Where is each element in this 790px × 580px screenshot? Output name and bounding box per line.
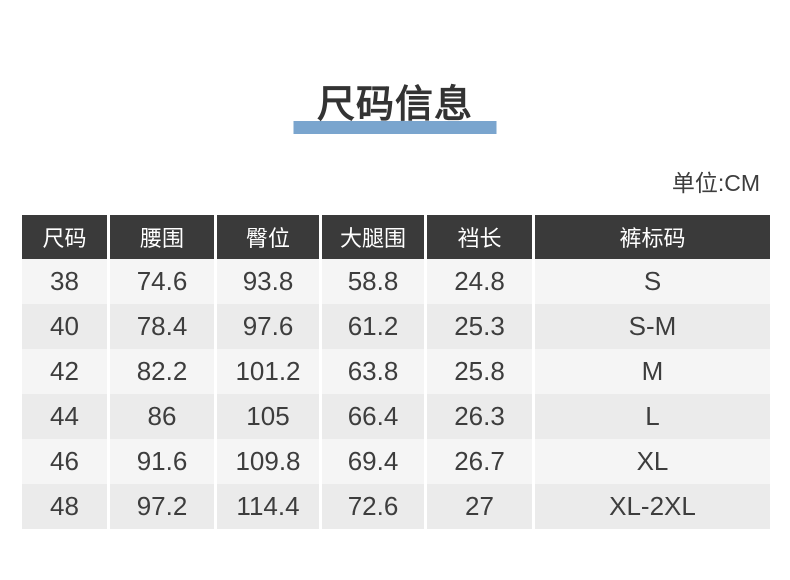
table-cell: 105 [217,394,319,439]
table-cell: 86 [110,394,214,439]
table-cell: 101.2 [217,349,319,394]
table-row: 38 74.6 93.8 58.8 24.8 S [22,259,770,304]
table-row: 40 78.4 97.6 61.2 25.3 S-M [22,304,770,349]
table-cell: 97.6 [217,304,319,349]
page-title: 尺码信息 [316,84,473,126]
table-cell: 25.8 [427,349,532,394]
header-crotch-length: 裆长 [427,215,532,259]
table-header-row: 尺码 腰围 臀位 大腿围 裆长 裤标码 [22,215,770,259]
table-row: 44 86 105 66.4 26.3 L [22,394,770,439]
header-pants-size-code: 裤标码 [535,215,770,259]
table-cell: 78.4 [110,304,214,349]
table-cell: 114.4 [217,484,319,529]
unit-label: 单位:CM [671,170,760,196]
table-row: 42 82.2 101.2 63.8 25.8 M [22,349,770,394]
table-cell: 38 [22,259,107,304]
table-cell: 74.6 [110,259,214,304]
table-cell: S [535,259,770,304]
table-cell: 61.2 [322,304,424,349]
header-waist: 腰围 [110,215,214,259]
table-cell: M [535,349,770,394]
table-cell: 72.6 [322,484,424,529]
table-cell: 24.8 [427,259,532,304]
table-cell: S-M [535,304,770,349]
table-cell: 46 [22,439,107,484]
table-cell: 69.4 [322,439,424,484]
table-cell: L [535,394,770,439]
size-table: 尺码 腰围 臀位 大腿围 裆长 裤标码 38 74.6 93.8 58.8 24… [22,215,770,529]
table-cell: 44 [22,394,107,439]
title-accent-bar [293,121,497,134]
table-cell: 26.3 [427,394,532,439]
table-cell: 40 [22,304,107,349]
table-cell: 48 [22,484,107,529]
header-thigh: 大腿围 [322,215,424,259]
table-cell: XL [535,439,770,484]
table-cell: 42 [22,349,107,394]
table-cell: 109.8 [217,439,319,484]
table-cell: 82.2 [110,349,214,394]
title-section: 尺码信息 [0,82,790,138]
header-size: 尺码 [22,215,107,259]
table-row: 48 97.2 114.4 72.6 27 XL-2XL [22,484,770,529]
table-cell: 25.3 [427,304,532,349]
table-cell: 58.8 [322,259,424,304]
table-cell: 91.6 [110,439,214,484]
table-row: 46 91.6 109.8 69.4 26.7 XL [22,439,770,484]
table-cell: 66.4 [322,394,424,439]
table-cell: 93.8 [217,259,319,304]
table-cell: XL-2XL [535,484,770,529]
table-cell: 26.7 [427,439,532,484]
header-hip: 臀位 [217,215,319,259]
table-cell: 97.2 [110,484,214,529]
table-cell: 27 [427,484,532,529]
table-cell: 63.8 [322,349,424,394]
